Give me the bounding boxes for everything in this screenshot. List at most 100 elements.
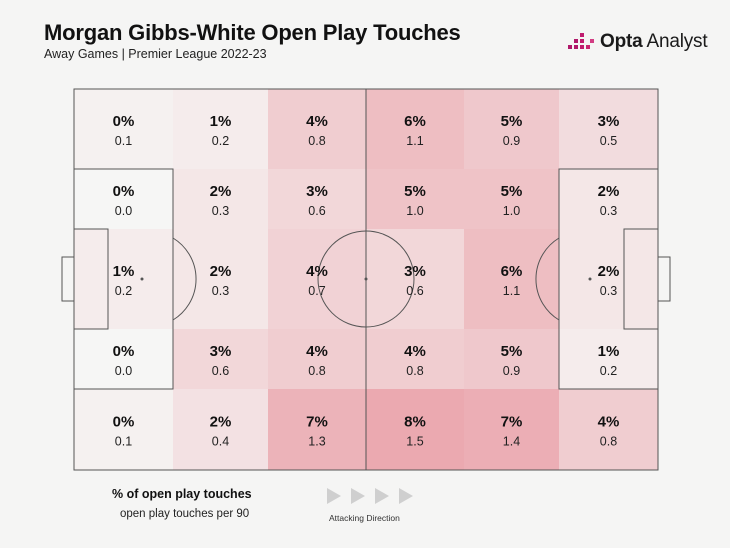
cell-per90-label: 0.7: [308, 284, 325, 298]
cell-per90-label: 1.0: [503, 204, 520, 218]
heatmap-cell: [173, 389, 268, 470]
cell-per90-label: 1.0: [406, 204, 423, 218]
opta-analyst-logo: Opta Analyst: [568, 31, 708, 53]
cell-per90-label: 0.2: [600, 364, 617, 378]
cell-per90-label: 0.2: [115, 284, 132, 298]
cell-percent-label: 2%: [210, 414, 232, 431]
cell-per90-label: 0.2: [212, 134, 229, 148]
cell-percent-label: 2%: [598, 263, 620, 280]
left-penalty-arc: [172, 237, 197, 321]
cell-percent-label: 4%: [306, 263, 328, 280]
left-penalty-spot: [140, 277, 144, 281]
cell-percent-label: 3%: [404, 263, 426, 280]
cell-per90-label: 0.3: [212, 284, 229, 298]
heatmap-cell: [173, 329, 268, 389]
heatmap-cell: [559, 329, 658, 389]
heatmap-cell: [559, 89, 658, 169]
cell-percent-label: 5%: [501, 343, 523, 360]
legend-per90-label: open play touches per 90: [120, 508, 250, 520]
heatmap-cell: [366, 389, 464, 470]
cell-percent-label: 0%: [113, 343, 135, 360]
cell-per90-label: 0.9: [503, 134, 520, 148]
cell-percent-label: 3%: [598, 113, 620, 130]
cell-percent-label: 6%: [501, 263, 523, 280]
cell-per90-label: 0.1: [115, 435, 132, 449]
cell-percent-label: 1%: [598, 343, 620, 360]
cell-per90-label: 0.4: [212, 435, 229, 449]
cell-percent-label: 2%: [210, 183, 232, 200]
cell-per90-label: 1.1: [503, 284, 520, 298]
heatmap-cell: [74, 89, 173, 169]
heatmap-cell: [464, 169, 559, 229]
cell-per90-label: 0.1: [115, 134, 132, 148]
cell-percent-label: 7%: [501, 414, 523, 431]
opta-bars-icon: [568, 33, 594, 49]
cell-per90-label: 0.5: [600, 134, 617, 148]
heatmap-cell: [559, 229, 658, 329]
cell-percent-label: 0%: [113, 183, 135, 200]
heatmap-cell: [366, 329, 464, 389]
direction-arrow-icon: [351, 488, 365, 504]
cell-percent-label: 4%: [306, 343, 328, 360]
cell-per90-label: 0.3: [600, 284, 617, 298]
cell-percent-label: 7%: [306, 414, 328, 431]
heatmap-cell: [268, 389, 366, 470]
heatmap-cell: [74, 229, 173, 329]
cell-percent-label: 8%: [404, 414, 426, 431]
heatmap-cell: [74, 329, 173, 389]
cell-percent-label: 4%: [598, 414, 620, 431]
cell-per90-label: 1.1: [406, 134, 423, 148]
cell-percent-label: 4%: [404, 343, 426, 360]
cell-percent-label: 0%: [113, 414, 135, 431]
legend-percent-label: % of open play touches: [112, 487, 252, 501]
heatmap-cell: [268, 329, 366, 389]
cell-percent-label: 3%: [306, 183, 328, 200]
centre-spot: [364, 277, 368, 281]
attacking-direction-label: Attacking Direction: [329, 513, 400, 523]
cell-per90-label: 0.6: [406, 284, 423, 298]
heatmap-cell: [559, 169, 658, 229]
cell-per90-label: 1.5: [406, 435, 423, 449]
cell-per90-label: 0.8: [600, 435, 617, 449]
cell-per90-label: 0.8: [308, 364, 325, 378]
direction-arrow-icon: [399, 488, 413, 504]
cell-per90-label: 0.8: [308, 134, 325, 148]
heatmap-cell: [464, 89, 559, 169]
heatmap-cell: [268, 89, 366, 169]
chart-title: Morgan Gibbs-White Open Play Touches: [44, 20, 461, 45]
cell-percent-label: 2%: [210, 263, 232, 280]
heatmap-cell: [559, 389, 658, 470]
heatmap-cell: [464, 329, 559, 389]
cell-per90-label: 0.3: [212, 204, 229, 218]
heatmap-cell: [74, 389, 173, 470]
cell-percent-label: 0%: [113, 113, 135, 130]
cell-per90-label: 0.9: [503, 364, 520, 378]
heatmap-cell: [268, 229, 366, 329]
brand-name: Opta Analyst: [600, 31, 708, 52]
heatmap-cell: [173, 229, 268, 329]
right-penalty-spot: [588, 277, 592, 281]
cell-per90-label: 0.6: [308, 204, 325, 218]
heatmap-cell: [173, 89, 268, 169]
cell-percent-label: 5%: [404, 183, 426, 200]
cell-per90-label: 0.6: [212, 364, 229, 378]
cell-percent-label: 1%: [113, 263, 135, 280]
right-goal: [657, 256, 671, 302]
direction-arrow-icon: [327, 488, 341, 504]
heatmap-cell: [74, 169, 173, 229]
cell-per90-label: 0.0: [115, 204, 132, 218]
cell-percent-label: 4%: [306, 113, 328, 130]
cell-percent-label: 6%: [404, 113, 426, 130]
cell-percent-label: 3%: [210, 343, 232, 360]
cell-per90-label: 0.8: [406, 364, 423, 378]
cell-percent-label: 5%: [501, 113, 523, 130]
centre-circle: [317, 230, 415, 328]
chart-subtitle: Away Games | Premier League 2022-23: [44, 47, 267, 61]
right-penalty-arc: [535, 237, 560, 321]
cell-per90-label: 0.0: [115, 364, 132, 378]
heatmap-cell: [366, 89, 464, 169]
cell-percent-label: 1%: [210, 113, 232, 130]
cell-per90-label: 1.4: [503, 435, 520, 449]
cell-per90-label: 1.3: [308, 435, 325, 449]
